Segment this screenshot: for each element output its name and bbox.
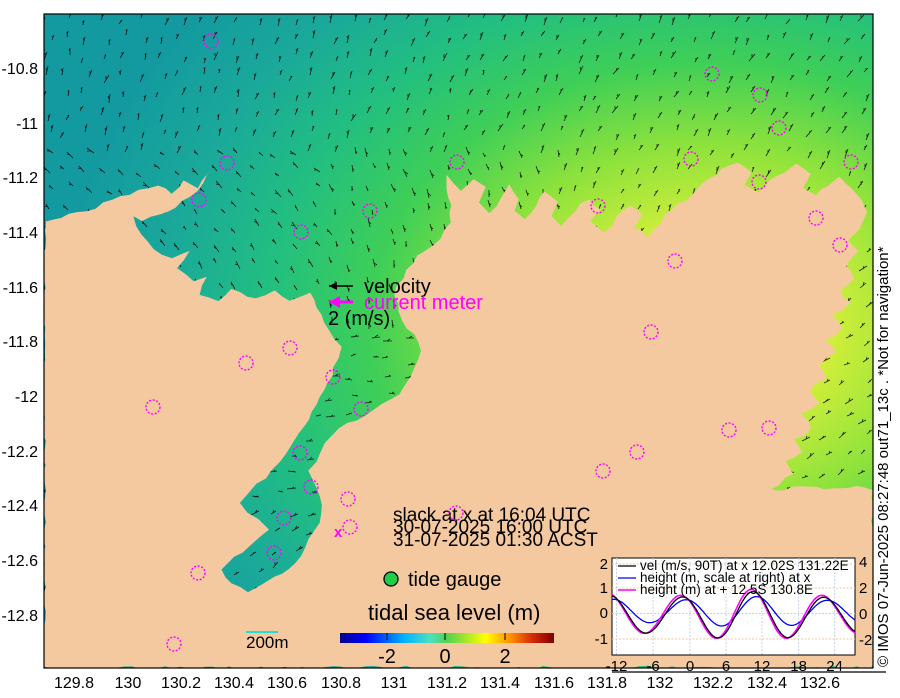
svg-text:131: 131	[381, 675, 408, 692]
svg-text:132.4: 132.4	[747, 675, 787, 692]
svg-text:-11.2: -11.2	[3, 170, 38, 187]
svg-text:0: 0	[439, 646, 450, 668]
svg-text:2: 2	[499, 646, 510, 668]
svg-text:200m: 200m	[246, 633, 289, 652]
svg-text:130: 130	[115, 675, 142, 692]
svg-text:130.2: 130.2	[161, 675, 201, 692]
svg-text:-1: -1	[595, 631, 608, 648]
svg-text:x: x	[334, 524, 343, 541]
svg-text:0: 0	[600, 605, 608, 622]
svg-text:2 (m/s): 2 (m/s)	[328, 308, 390, 330]
svg-text:-12: -12	[15, 389, 38, 406]
svg-text:-11.6: -11.6	[3, 280, 38, 297]
svg-text:132: 132	[647, 675, 674, 692]
svg-text:-11: -11	[16, 116, 38, 133]
svg-text:131.2: 131.2	[427, 675, 467, 692]
svg-text:tide gauge: tide gauge	[408, 569, 501, 591]
svg-text:© IMOS 07-Jun-2025 08:27:48 ou: © IMOS 07-Jun-2025 08:27:48 out71_13c . …	[875, 246, 892, 667]
svg-text:2: 2	[600, 556, 608, 573]
svg-text:-2: -2	[859, 632, 872, 649]
svg-text:130.4: 130.4	[214, 675, 254, 692]
svg-text:31-07-2025 01:30 ACST: 31-07-2025 01:30 ACST	[393, 530, 598, 551]
svg-text:0: 0	[859, 606, 867, 623]
svg-text:131.6: 131.6	[534, 675, 574, 692]
svg-text:-12.2: -12.2	[2, 444, 39, 461]
svg-text:2: 2	[859, 580, 867, 597]
svg-text:4: 4	[859, 554, 867, 571]
svg-text:-12.6: -12.6	[2, 553, 39, 570]
svg-text:130.8: 130.8	[321, 675, 361, 692]
svg-text:-12.4: -12.4	[2, 498, 39, 515]
svg-text:height (m) at + 12.5S 130.8E: height (m) at + 12.5S 130.8E	[640, 582, 813, 597]
svg-text:130.6: 130.6	[267, 675, 307, 692]
svg-text:132.6: 132.6	[800, 675, 840, 692]
svg-text:tidal sea level (m): tidal sea level (m)	[368, 600, 540, 625]
svg-text:131.4: 131.4	[480, 675, 520, 692]
svg-text:-11.8: -11.8	[3, 334, 38, 351]
svg-text:-11.4: -11.4	[3, 225, 38, 242]
svg-text:129.8: 129.8	[54, 675, 94, 692]
svg-text:1: 1	[600, 580, 608, 597]
svg-text:-2: -2	[378, 646, 396, 668]
svg-text:-12.8: -12.8	[2, 608, 39, 625]
svg-text:131.8: 131.8	[587, 675, 627, 692]
svg-text:132.2: 132.2	[693, 675, 733, 692]
svg-text:-10.8: -10.8	[2, 61, 39, 78]
